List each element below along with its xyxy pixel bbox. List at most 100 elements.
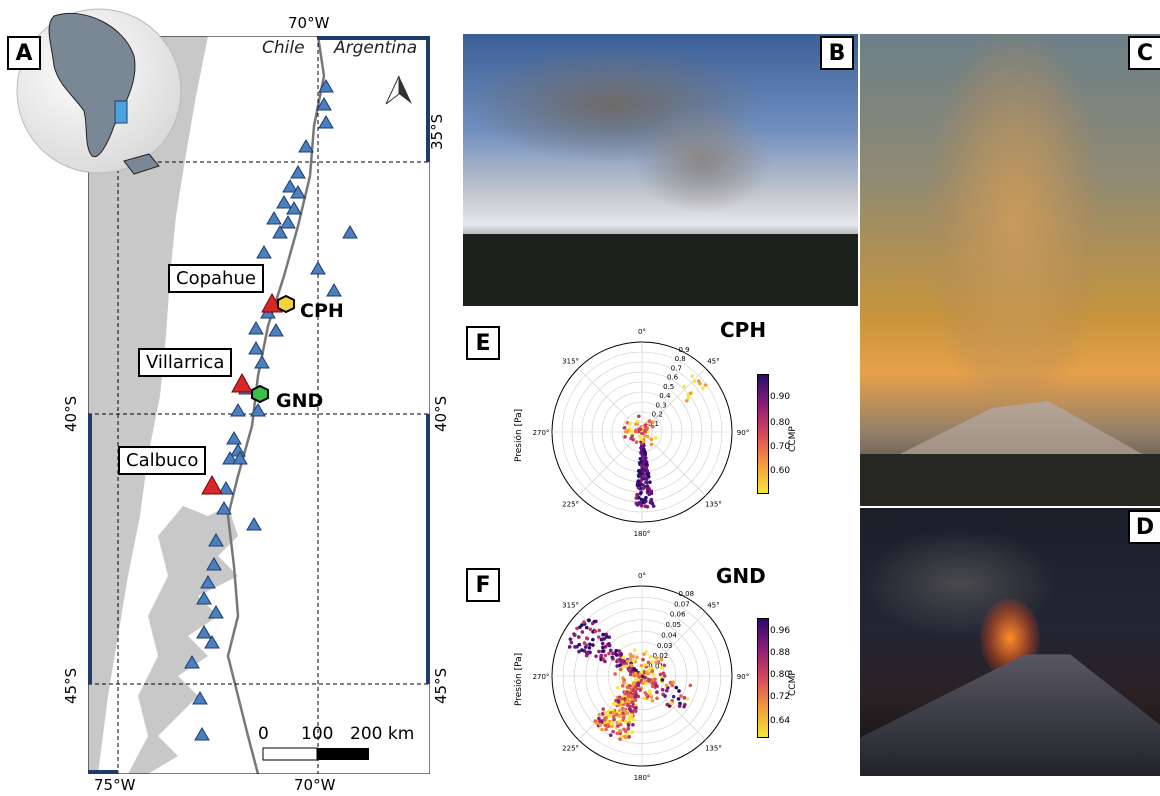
polar-point (630, 697, 634, 702)
polar-point (567, 645, 572, 649)
polar-point (638, 468, 642, 473)
scale-label-200: 200 km (350, 724, 415, 744)
panel-label-d: D (1128, 510, 1160, 544)
station-marker (218, 481, 234, 495)
polar-point (615, 664, 619, 668)
polar-point (628, 657, 633, 662)
polar-point (620, 659, 624, 664)
station-marker (326, 283, 342, 297)
photo-c (860, 34, 1160, 506)
scale-label-0: 0 (258, 724, 269, 744)
polar-point (591, 643, 595, 647)
polar-point (603, 723, 608, 727)
polar-point (655, 696, 659, 701)
polar-angle-label: 225° (562, 744, 579, 752)
polar-point (614, 648, 619, 653)
polar-angle-label: 180° (634, 530, 651, 538)
polar-point (617, 695, 622, 700)
polar-point (649, 437, 654, 442)
panel-label-f: F (466, 568, 500, 602)
polar-radius-label: 0.03 (657, 642, 673, 650)
polar-point (617, 719, 622, 723)
polar-point (654, 660, 659, 665)
polar-point (645, 504, 650, 509)
polar-point (628, 704, 633, 709)
polar-point (692, 379, 697, 383)
polar-point (688, 683, 693, 688)
polar-point (611, 729, 615, 734)
polar-point (651, 420, 655, 424)
polar-point (633, 429, 638, 434)
polar-point (637, 496, 641, 500)
polar-point (636, 694, 641, 699)
polar-point (634, 706, 638, 710)
polar-angle-label: 90° (737, 429, 749, 437)
polar-point (603, 716, 607, 720)
polar-point (597, 649, 601, 654)
polar-point (598, 723, 603, 727)
polar-point (630, 684, 635, 688)
polar-point (630, 700, 635, 705)
polar-point (596, 635, 601, 639)
polar-angle-label: 0° (638, 572, 646, 580)
polar-point (620, 700, 625, 704)
polar-point (576, 635, 581, 639)
polar-point (628, 652, 633, 657)
photo-d (860, 508, 1160, 776)
polar-point (670, 683, 674, 688)
polar-f-colorbar (757, 618, 769, 738)
polar-radius-label: 0.05 (666, 621, 682, 629)
polar-point (634, 496, 639, 500)
polar-point (633, 678, 638, 682)
polar-point (696, 379, 701, 383)
station-marker (226, 431, 242, 445)
station-marker (200, 575, 216, 589)
polar-point (647, 679, 651, 683)
polar-point (625, 428, 630, 433)
volcano-villarrica-label: Villarrica (138, 348, 233, 377)
polar-point (633, 648, 637, 652)
polar-point (627, 707, 632, 711)
polar-point (573, 645, 577, 649)
polar-point (580, 648, 584, 652)
polar-f-title: GND (716, 564, 766, 588)
station-marker (286, 201, 302, 215)
station-marker (246, 517, 262, 531)
polar-point (640, 431, 644, 435)
polar-point (577, 642, 582, 647)
polar-point (631, 437, 635, 442)
polar-point (601, 645, 605, 650)
polar-point (585, 651, 590, 656)
polar-point (625, 682, 629, 686)
polar-point (629, 429, 634, 434)
polar-point (662, 674, 667, 678)
polar-point (615, 731, 620, 736)
polar-point (648, 500, 653, 505)
polar-angle-label: 135° (705, 500, 722, 508)
polar-angle-label: 270° (533, 429, 550, 437)
polar-point (639, 663, 644, 668)
polar-e-cbar-tick: 0.70 (770, 442, 791, 452)
station-marker (206, 557, 222, 571)
polar-point (613, 672, 617, 676)
polar-point (569, 640, 574, 645)
polar-point (641, 486, 645, 491)
polar-e-cbar-tick: 0.90 (770, 392, 791, 402)
station-marker (196, 625, 212, 639)
polar-point (651, 504, 656, 508)
polar-point (625, 690, 630, 694)
polar-point (648, 666, 653, 670)
polar-point (603, 653, 608, 658)
station-marker (192, 691, 208, 705)
polar-point (645, 469, 650, 473)
polar-radius-label: 0.5 (663, 383, 674, 391)
polar-point (644, 480, 649, 485)
polar-f-cbar-tick: 0.72 (770, 692, 791, 702)
polar-point (625, 659, 630, 663)
polar-radius-label: 0.06 (670, 611, 686, 619)
polar-radius-label: 0.01 (648, 663, 664, 671)
polar-f-chart: 0° 45° 90° 135° 180° 225° 270° 315° 0.01 0.02 0.03… (533, 572, 750, 782)
polar-point (588, 627, 593, 632)
polar-point (575, 626, 579, 631)
polar-point (643, 675, 647, 680)
